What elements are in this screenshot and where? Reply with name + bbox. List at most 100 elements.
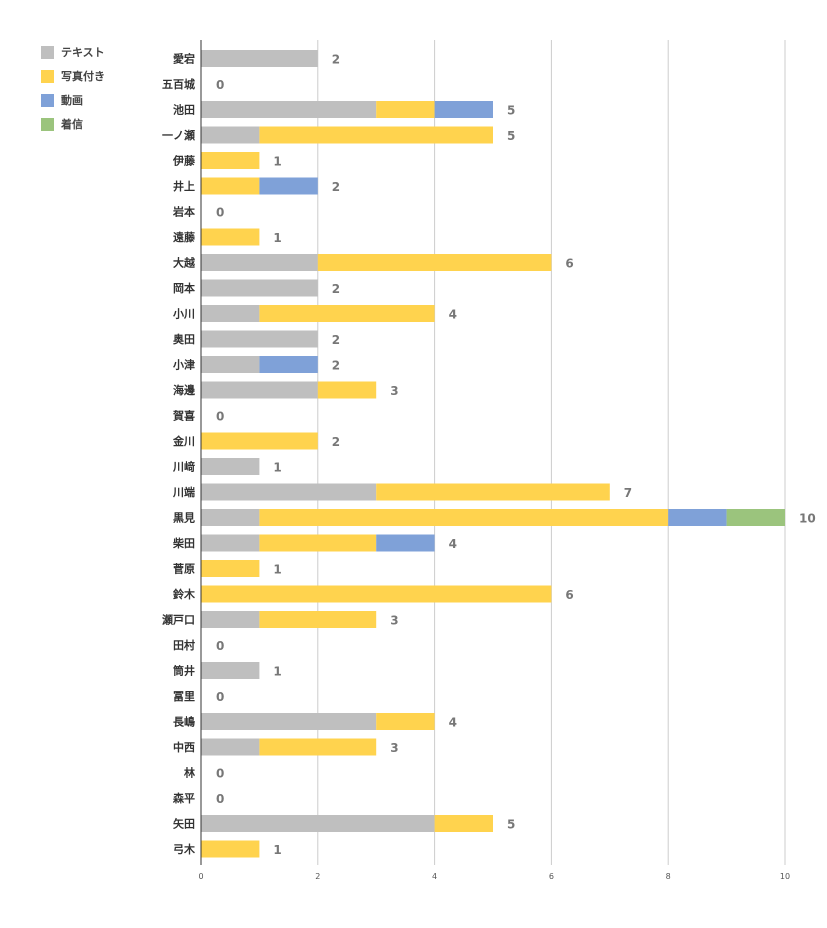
category-label: 奥田 [172,332,195,346]
bar-segment [201,585,552,603]
legend-item: 写真付き [41,64,105,88]
x-tick-label: 10 [780,872,790,881]
legend-swatch [41,45,54,59]
bar-segment [259,177,318,195]
bar-segment [376,101,435,118]
data-label: 6 [565,588,573,602]
bar-segment [201,101,377,118]
category-label: 金川 [172,434,195,448]
bar-segment [201,840,260,858]
bar-segment [201,483,377,501]
data-label: 0 [216,78,224,92]
bar-segment [201,509,260,526]
data-label: 1 [273,461,281,475]
category-label: 林 [184,766,195,780]
bar-segment [317,381,377,399]
category-label: 岩本 [172,205,195,219]
bar-segment [201,126,260,144]
data-label: 1 [273,563,281,577]
bar-segment [259,611,377,628]
data-label: 1 [273,155,281,169]
bar-segment [259,738,377,756]
bar-segment [434,101,493,118]
bar-segment [201,381,318,399]
data-label: 1 [273,231,281,245]
bar-segment [201,738,260,756]
bar-segment [317,254,552,271]
x-tick-label: 0 [198,872,203,881]
data-label: 4 [449,716,457,730]
category-label: 井上 [173,179,195,193]
category-label: 弓木 [173,842,196,856]
bar-segment [259,509,669,526]
bar-segment [201,458,260,475]
data-label: 2 [332,282,340,296]
data-label: 1 [273,665,281,679]
data-label: 2 [332,333,340,347]
data-label: 7 [624,486,632,500]
legend: テキスト写真付き動画着信 [41,40,105,136]
bar-segment [201,254,318,271]
category-label: 大越 [173,256,196,270]
category-label: 鈴木 [173,587,196,601]
legend-label: 写真付き [61,70,105,83]
data-label: 3 [390,741,398,755]
data-label: 6 [565,257,573,271]
data-label: 4 [449,308,457,322]
data-label: 3 [390,614,398,628]
category-label: 小津 [172,358,195,372]
category-label: 川﨑 [172,460,195,474]
category-label: 菅原 [173,562,195,576]
data-label: 2 [332,359,340,373]
data-label: 0 [216,690,224,704]
bar-segment [201,279,318,297]
bar-segment [376,483,610,501]
bar-segment [201,50,318,67]
legend-swatch [41,93,54,107]
bar-segment [201,611,260,628]
legend-item: 動画 [41,88,105,112]
data-label: 0 [216,792,224,806]
legend-swatch [41,69,54,83]
bar-segment [434,815,493,832]
bar-segment [201,713,377,730]
data-label: 2 [332,180,340,194]
category-label: 森平 [173,791,195,805]
bar-segment [201,330,318,348]
legend-label: 着信 [61,118,83,131]
bar-segment [201,432,318,450]
data-label: 1 [273,843,281,857]
bar-segment [259,356,318,373]
category-label: 一ノ瀬 [162,128,195,142]
bar-segment [259,305,435,322]
data-label: 0 [216,410,224,424]
x-tick-label: 6 [549,872,554,881]
bar-segment [201,305,260,322]
category-label: 伊藤 [172,154,196,168]
data-label: 2 [332,435,340,449]
data-label: 5 [507,818,515,832]
category-label: 小川 [172,307,195,321]
category-label: 遠藤 [173,230,196,244]
data-label: 0 [216,639,224,653]
data-label: 2 [332,53,340,67]
data-label: 3 [390,384,398,398]
bar-segment [376,534,435,552]
category-label: 五百城 [162,77,195,91]
legend-label: テキスト [61,46,105,59]
x-tick-label: 8 [666,872,671,881]
data-label: 0 [216,206,224,220]
data-label: 0 [216,767,224,781]
bar-segment [376,713,435,730]
legend-label: 動画 [61,94,83,107]
bar-segment [201,228,260,246]
category-label: 田村 [173,638,195,652]
category-label: 柴田 [172,536,195,550]
category-label: 瀬戸口 [162,613,195,627]
data-label: 4 [449,537,457,551]
bar-segment [259,126,493,144]
bar-segment [668,509,727,526]
legend-item: 着信 [41,112,105,136]
category-label: 中西 [173,740,195,754]
